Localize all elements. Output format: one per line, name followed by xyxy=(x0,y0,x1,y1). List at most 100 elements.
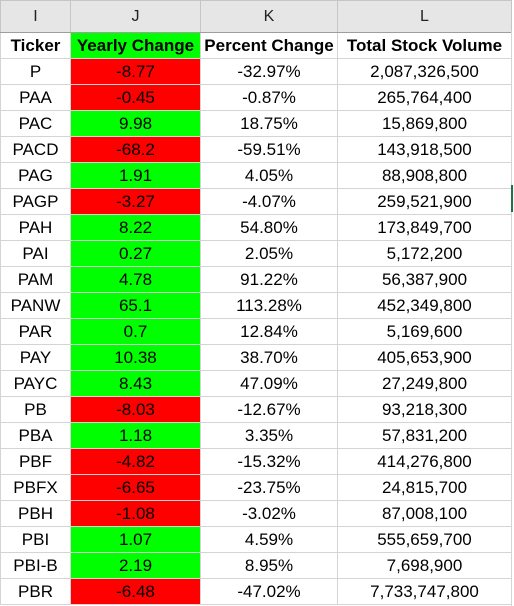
table-row: PACD -68.2 -59.51% 143,918,500 xyxy=(0,136,512,163)
yearly-change-cell[interactable]: -6.48 xyxy=(70,578,201,605)
percent-change-cell[interactable]: -47.02% xyxy=(200,578,338,605)
total-volume-cell[interactable]: 414,276,800 xyxy=(337,448,512,475)
ticker-cell[interactable]: PBF xyxy=(0,448,71,475)
yearly-change-cell[interactable]: -8.77 xyxy=(70,58,201,85)
ticker-cell[interactable]: PBH xyxy=(0,500,71,527)
table-header-row: Ticker Yearly Change Percent Change Tota… xyxy=(0,32,512,59)
selection-indicator xyxy=(511,185,513,212)
column-header-j[interactable]: J xyxy=(70,0,201,33)
yearly-change-cell[interactable]: -6.65 xyxy=(70,474,201,501)
percent-change-cell[interactable]: 18.75% xyxy=(200,110,338,137)
column-header-k[interactable]: K xyxy=(200,0,338,33)
table-row: PAY 10.38 38.70% 405,653,900 xyxy=(0,344,512,371)
ticker-cell[interactable]: PAYC xyxy=(0,370,71,397)
percent-change-cell[interactable]: 38.70% xyxy=(200,344,338,371)
total-volume-cell[interactable]: 5,169,600 xyxy=(337,318,512,345)
total-volume-cell[interactable]: 93,218,300 xyxy=(337,396,512,423)
total-volume-cell[interactable]: 87,008,100 xyxy=(337,500,512,527)
total-volume-cell[interactable]: 57,831,200 xyxy=(337,422,512,449)
yearly-change-cell[interactable]: 8.43 xyxy=(70,370,201,397)
total-volume-cell[interactable]: 173,849,700 xyxy=(337,214,512,241)
percent-change-cell[interactable]: -23.75% xyxy=(200,474,338,501)
percent-change-cell[interactable]: 3.35% xyxy=(200,422,338,449)
total-volume-cell[interactable]: 56,387,900 xyxy=(337,266,512,293)
percent-change-cell[interactable]: -15.32% xyxy=(200,448,338,475)
ticker-cell[interactable]: PAM xyxy=(0,266,71,293)
percent-change-cell[interactable]: -3.02% xyxy=(200,500,338,527)
header-total-volume-cell[interactable]: Total Stock Volume xyxy=(337,32,512,59)
percent-change-cell[interactable]: -59.51% xyxy=(200,136,338,163)
yearly-change-cell[interactable]: -68.2 xyxy=(70,136,201,163)
total-volume-cell[interactable]: 555,659,700 xyxy=(337,526,512,553)
yearly-change-cell[interactable]: 2.19 xyxy=(70,552,201,579)
yearly-change-cell[interactable]: -3.27 xyxy=(70,188,201,215)
yearly-change-cell[interactable]: -1.08 xyxy=(70,500,201,527)
total-volume-cell[interactable]: 15,869,800 xyxy=(337,110,512,137)
ticker-cell[interactable]: PBI xyxy=(0,526,71,553)
ticker-cell[interactable]: PANW xyxy=(0,292,71,319)
total-volume-cell[interactable]: 265,764,400 xyxy=(337,84,512,111)
ticker-cell[interactable]: PB xyxy=(0,396,71,423)
percent-change-cell[interactable]: -4.07% xyxy=(200,188,338,215)
yearly-change-cell[interactable]: 1.91 xyxy=(70,162,201,189)
ticker-cell[interactable]: PAG xyxy=(0,162,71,189)
yearly-change-cell[interactable]: -8.03 xyxy=(70,396,201,423)
percent-change-cell[interactable]: 2.05% xyxy=(200,240,338,267)
yearly-change-cell[interactable]: 0.27 xyxy=(70,240,201,267)
yearly-change-cell[interactable]: -0.45 xyxy=(70,84,201,111)
header-ticker-cell[interactable]: Ticker xyxy=(0,32,71,59)
yearly-change-cell[interactable]: 8.22 xyxy=(70,214,201,241)
ticker-cell[interactable]: PAH xyxy=(0,214,71,241)
ticker-cell[interactable]: PBFX xyxy=(0,474,71,501)
total-volume-cell[interactable]: 7,698,900 xyxy=(337,552,512,579)
yearly-change-cell[interactable]: 4.78 xyxy=(70,266,201,293)
ticker-cell[interactable]: PAY xyxy=(0,344,71,371)
percent-change-cell[interactable]: 47.09% xyxy=(200,370,338,397)
total-volume-cell[interactable]: 405,653,900 xyxy=(337,344,512,371)
percent-change-cell[interactable]: 8.95% xyxy=(200,552,338,579)
percent-change-cell[interactable]: 113.28% xyxy=(200,292,338,319)
percent-change-cell[interactable]: 12.84% xyxy=(200,318,338,345)
yearly-change-cell[interactable]: -4.82 xyxy=(70,448,201,475)
total-volume-cell[interactable]: 143,918,500 xyxy=(337,136,512,163)
total-volume-cell[interactable]: 452,349,800 xyxy=(337,292,512,319)
column-header-i[interactable]: I xyxy=(0,0,71,33)
ticker-cell[interactable]: PBR xyxy=(0,578,71,605)
percent-change-cell[interactable]: -0.87% xyxy=(200,84,338,111)
yearly-change-cell[interactable]: 65.1 xyxy=(70,292,201,319)
ticker-cell[interactable]: PAGP xyxy=(0,188,71,215)
total-volume-cell[interactable]: 88,908,800 xyxy=(337,162,512,189)
total-volume-cell[interactable]: 7,733,747,800 xyxy=(337,578,512,605)
header-yearly-change-cell[interactable]: Yearly Change xyxy=(70,32,201,59)
percent-change-cell[interactable]: 4.05% xyxy=(200,162,338,189)
ticker-cell[interactable]: PAR xyxy=(0,318,71,345)
column-header-l[interactable]: L xyxy=(337,0,512,33)
total-volume-cell[interactable]: 24,815,700 xyxy=(337,474,512,501)
column-letter-row: I J K L xyxy=(0,0,512,33)
percent-change-cell[interactable]: -12.67% xyxy=(200,396,338,423)
ticker-cell[interactable]: P xyxy=(0,58,71,85)
percent-change-cell[interactable]: 91.22% xyxy=(200,266,338,293)
percent-change-cell[interactable]: -32.97% xyxy=(200,58,338,85)
header-percent-change-cell[interactable]: Percent Change xyxy=(200,32,338,59)
total-volume-cell[interactable]: 5,172,200 xyxy=(337,240,512,267)
ticker-cell[interactable]: PBA xyxy=(0,422,71,449)
total-volume-cell[interactable]: 27,249,800 xyxy=(337,370,512,397)
percent-change-cell[interactable]: 4.59% xyxy=(200,526,338,553)
ticker-cell[interactable]: PAI xyxy=(0,240,71,267)
ticker-cell[interactable]: PACD xyxy=(0,136,71,163)
yearly-change-cell[interactable]: 1.18 xyxy=(70,422,201,449)
yearly-change-cell[interactable]: 0.7 xyxy=(70,318,201,345)
percent-change-cell[interactable]: 54.80% xyxy=(200,214,338,241)
table-row: PAH 8.22 54.80% 173,849,700 xyxy=(0,214,512,241)
ticker-cell[interactable]: PBI-B xyxy=(0,552,71,579)
total-volume-cell[interactable]: 259,521,900 xyxy=(337,188,512,215)
yearly-change-cell[interactable]: 10.38 xyxy=(70,344,201,371)
table-row: PBH -1.08 -3.02% 87,008,100 xyxy=(0,500,512,527)
yearly-change-cell[interactable]: 9.98 xyxy=(70,110,201,137)
total-volume-cell[interactable]: 2,087,326,500 xyxy=(337,58,512,85)
yearly-change-cell[interactable]: 1.07 xyxy=(70,526,201,553)
ticker-cell[interactable]: PAC xyxy=(0,110,71,137)
ticker-cell[interactable]: PAA xyxy=(0,84,71,111)
table-row: PBF -4.82 -15.32% 414,276,800 xyxy=(0,448,512,475)
